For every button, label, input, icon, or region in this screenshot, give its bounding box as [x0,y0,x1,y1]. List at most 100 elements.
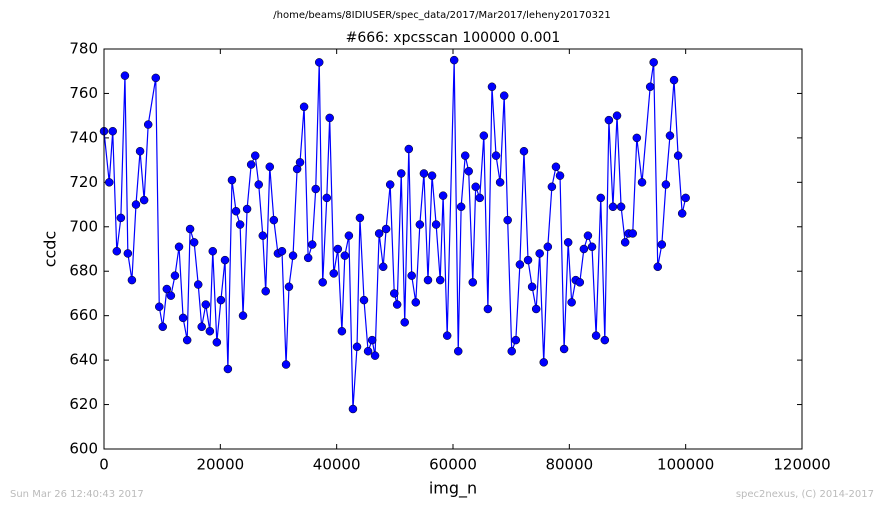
data-point [503,215,512,225]
data-point [431,220,441,229]
data-point [155,302,164,312]
data-point [551,162,561,172]
data-point [400,318,409,327]
x-tick-label: 0 [99,456,109,474]
data-point [423,275,433,285]
data-point [378,262,388,272]
data-point [392,300,402,309]
data-point [665,131,675,140]
data-point [539,358,548,367]
data-point [491,151,501,160]
data-point [637,178,647,187]
data-point [112,246,122,256]
data-point [254,180,263,189]
data-point [559,344,569,354]
data-point [583,231,593,240]
data-point [135,146,145,156]
data-point [596,193,605,203]
data-point [464,166,473,176]
data-point [628,229,637,238]
data-point [591,331,601,340]
data-point [479,131,489,140]
data-point [456,202,466,212]
data-point [661,180,671,189]
data-point [396,169,406,178]
data-point [131,200,141,209]
data-point [344,231,354,240]
plot-frame [103,48,803,450]
data-point [616,202,626,212]
data-point [178,313,188,323]
data-point [108,126,117,136]
data-point [407,271,416,280]
data-point [475,193,485,203]
data-point [677,209,687,218]
data-point [277,246,287,256]
data-point [340,251,350,260]
data-point [318,278,327,287]
data-point [127,275,137,285]
data-point [381,224,391,234]
x-tick-label: 20000 [196,456,244,474]
data-point [303,253,313,263]
data-point [250,151,260,160]
data-point [333,244,343,254]
data-point [363,346,373,356]
data-point [657,240,667,249]
data-point [238,311,248,320]
data-point [166,291,176,300]
data-point [645,82,655,92]
data-point [442,331,452,340]
data-point [265,162,275,172]
data-point [284,282,294,292]
data-point [527,282,537,292]
y-axis-label: ccdc [41,231,60,268]
data-point [385,180,395,189]
data-point [158,322,167,332]
x-tick-label: 60000 [429,456,477,474]
data-point [269,215,279,225]
data-point [329,269,339,278]
data-point [519,146,529,156]
data-point [608,202,618,212]
data-point [212,338,222,347]
data-point [139,195,149,205]
data-point [185,224,195,234]
y-tick-label: 780 [69,40,98,58]
data-point [460,151,470,160]
data-point [235,220,245,229]
data-point [174,242,184,252]
x-tick-label: 120000 [773,456,830,474]
data-point [567,298,576,307]
data-point [182,335,192,345]
data-point [281,360,291,369]
y-tick-label: 680 [69,262,98,280]
data-point [258,231,268,240]
data-point [523,255,533,265]
data-point [438,191,448,200]
data-point [295,158,305,167]
data-point [449,55,459,65]
data-point [483,304,493,314]
y-tick-label: 600 [69,440,98,458]
data-point [307,240,317,249]
data-point [604,115,614,125]
data-point [575,278,585,287]
x-tick-label: 80000 [545,456,593,474]
data-point [435,275,445,285]
x-axis-label: img_n [429,479,477,499]
data-point [337,326,347,336]
data-point [288,251,298,260]
footer-left: Sun Mar 26 12:40:43 2017 [10,489,144,500]
chart-title: #666: xpcsscan 100000 0.001 [346,30,561,46]
data-point [495,178,505,187]
data-point [579,244,589,254]
data-point [246,160,256,169]
data-point [555,171,565,180]
data-point [515,260,525,269]
data-point [205,326,215,336]
data-point [216,295,226,305]
data-point [220,255,230,265]
data-point [453,346,463,356]
